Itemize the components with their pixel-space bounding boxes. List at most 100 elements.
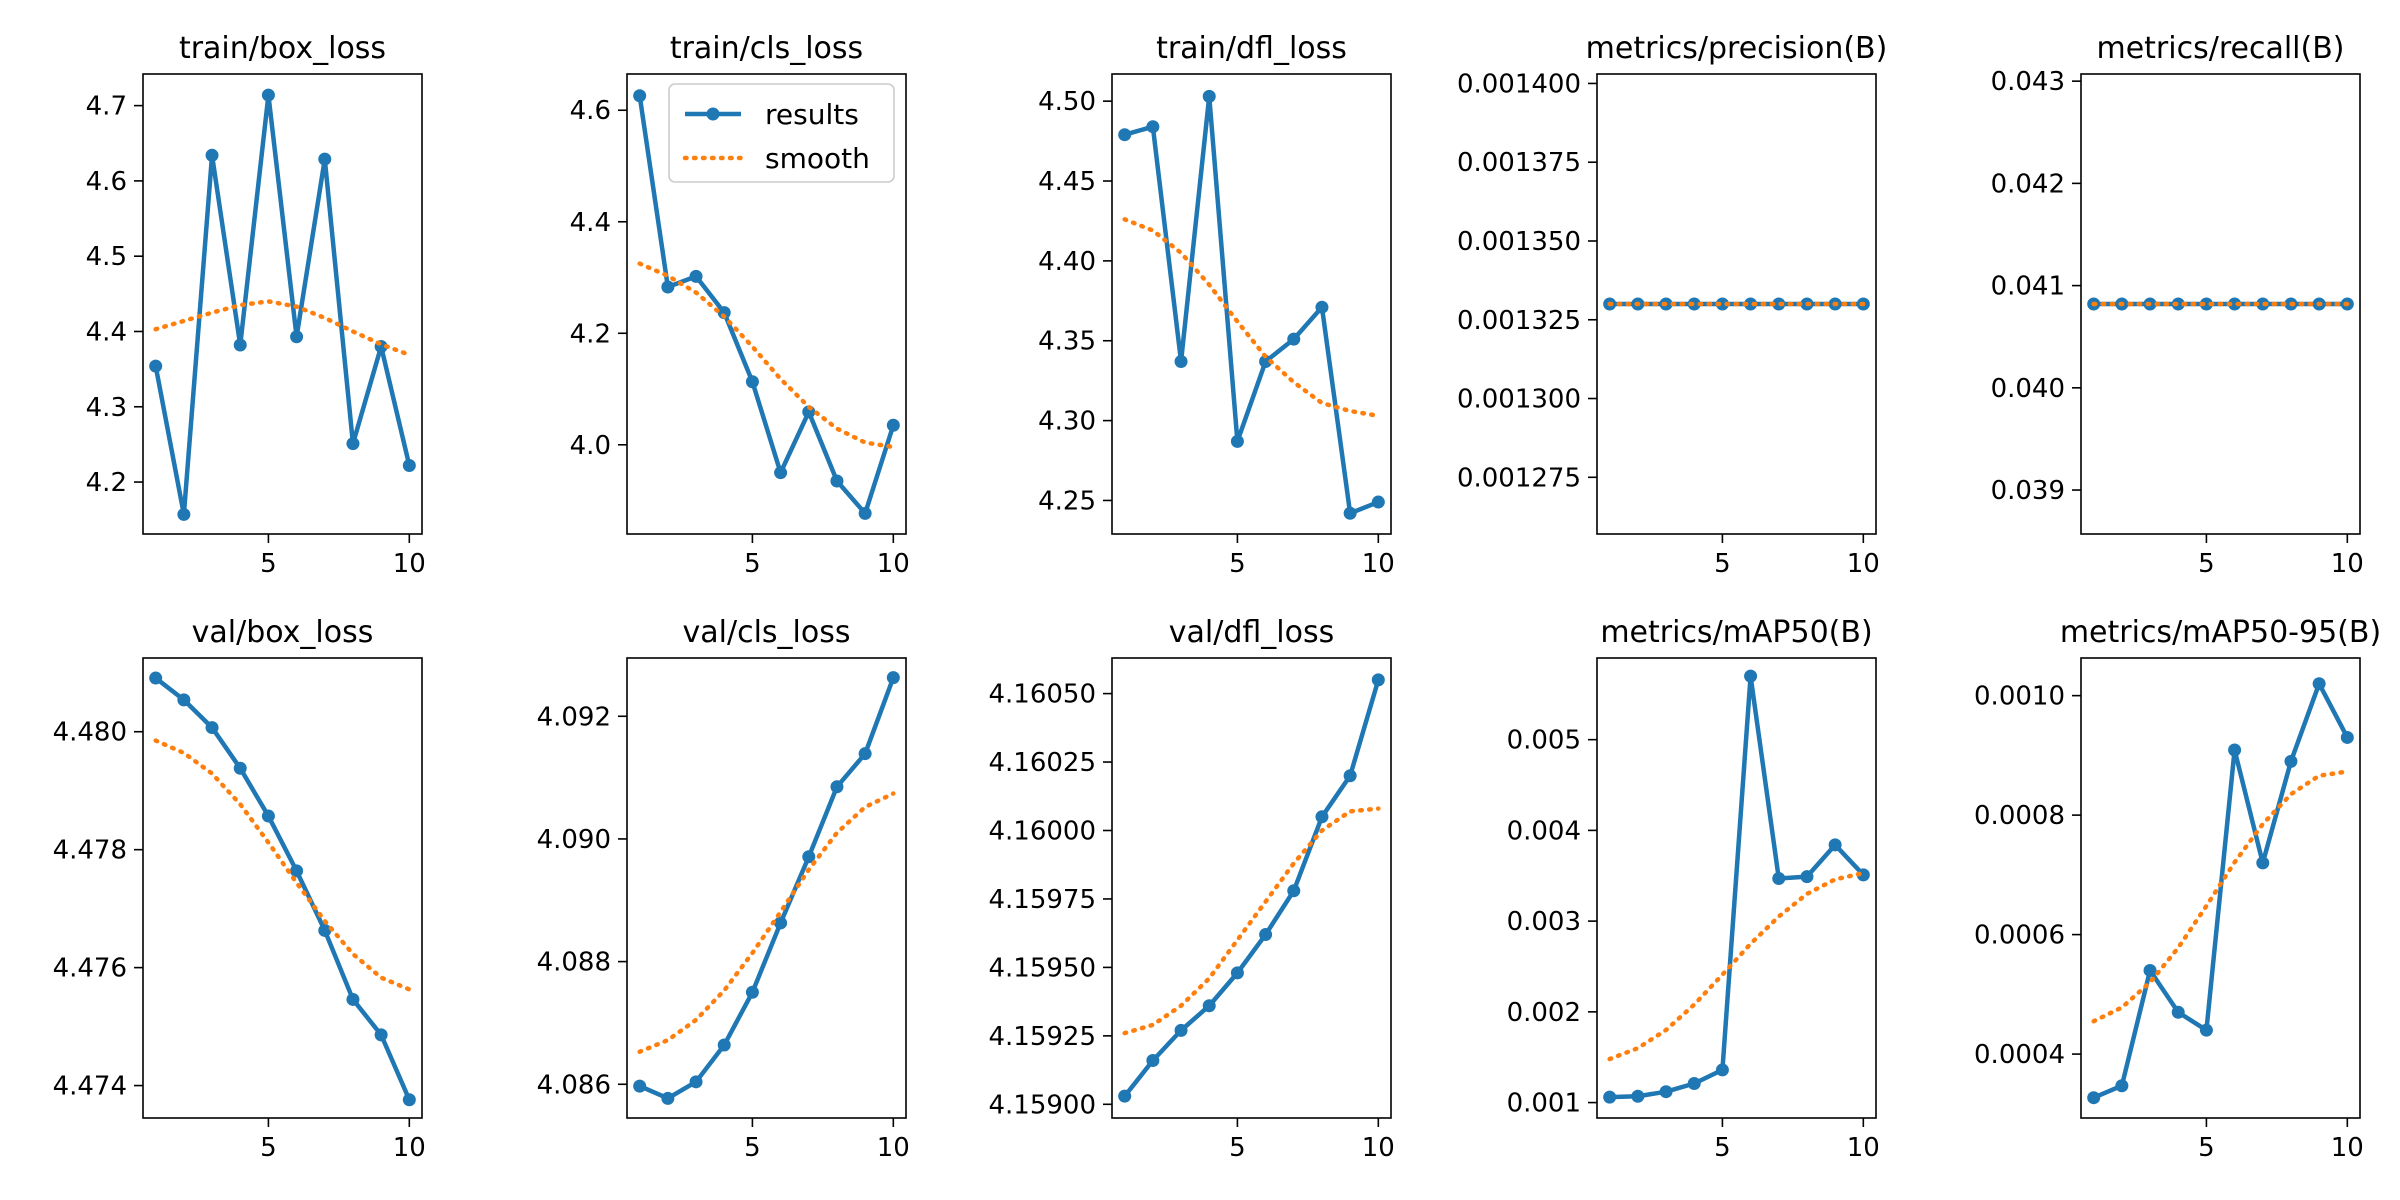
subplot-1: train/box_loss 4.2 4.3 4.4 4.5 4.6 4.7 5 10: [86, 31, 426, 579]
results-point: [1856, 868, 1870, 882]
legend-results-label: results: [765, 98, 859, 131]
axes-frame: [626, 73, 907, 535]
results-point: [149, 671, 163, 685]
results-point: [346, 437, 360, 451]
subplot-3: train/dfl_loss 4.25 4.30 4.35 4.40 4.45 4.50 5 1…: [1038, 31, 1395, 579]
results-point: [261, 809, 275, 823]
legend-results-marker: [706, 107, 720, 121]
y-tick-label: 4.478: [53, 836, 127, 866]
y-tick-label: 4.15950: [988, 953, 1096, 983]
subplot-title: metrics/recall(B): [2096, 31, 2344, 66]
subplot-title: metrics/mAP50(B): [1600, 615, 1872, 650]
y-tick-label: 4.4: [86, 317, 127, 347]
y-tick-label: 4.15900: [988, 1090, 1096, 1120]
x-tick-label: 10: [2331, 549, 2364, 579]
results-point: [2199, 1023, 2213, 1037]
results-point: [177, 693, 191, 707]
subplot-title: val/cls_loss: [683, 615, 851, 650]
y-tick-label: 0.001275: [1457, 463, 1581, 493]
results-point: [2284, 754, 2298, 768]
y-tick-label: 4.16050: [988, 680, 1096, 710]
results-point: [1715, 297, 1729, 311]
results-point: [2115, 1079, 2129, 1093]
x-tick-label: 10: [1362, 1133, 1395, 1163]
results-point: [1715, 1063, 1729, 1077]
smooth-line: [637, 791, 896, 1055]
y-tick-label: 4.090: [537, 825, 611, 855]
results-point: [1315, 810, 1329, 824]
y-tick-label: 4.16025: [988, 748, 1096, 778]
y-tick-label: 4.7: [86, 92, 127, 122]
smooth-line: [2091, 769, 2350, 1024]
y-tick-label: 4.15975: [988, 885, 1096, 915]
results-point: [233, 338, 247, 352]
results-point: [858, 506, 872, 520]
results-point: [745, 985, 759, 999]
results-point: [802, 850, 816, 864]
subplot-2: train/cls_loss 4.0 4.2 4.4 4.6 5 10 results smoo…: [570, 31, 910, 579]
results-point: [689, 1075, 703, 1089]
results-point: [661, 280, 675, 294]
results-point: [1118, 128, 1132, 142]
y-tick-label: 0.0006: [1974, 921, 2065, 951]
smooth-line: [1122, 806, 1381, 1036]
y-tick-label: 4.474: [53, 1072, 127, 1102]
y-tick-label: 0.040: [1991, 374, 2065, 404]
results-point: [745, 375, 759, 389]
results-point: [318, 923, 332, 937]
results-point: [1343, 506, 1357, 520]
legend-box: [668, 83, 895, 183]
x-tick-label: 10: [2331, 1133, 2364, 1163]
results-line: [153, 92, 412, 517]
results-line: [1122, 94, 1381, 516]
subplot-10: metrics/mAP50-95(B) 0.0004 0.0006 0.0008 0.0…: [1974, 615, 2381, 1163]
subplot-title: train/box_loss: [179, 31, 386, 66]
results-point: [1687, 1077, 1701, 1091]
results-point: [1744, 669, 1758, 683]
x-tick-label: 5: [1714, 1133, 1731, 1163]
results-point: [1118, 1089, 1132, 1103]
results-point: [1659, 1085, 1673, 1099]
x-tick-label: 10: [393, 549, 426, 579]
results-point: [633, 89, 647, 103]
x-tick-label: 5: [1229, 1133, 1246, 1163]
y-tick-label: 4.6: [86, 167, 127, 197]
results-line: [637, 675, 896, 1101]
subplot-4: metrics/precision(B) 0.001275 0.001300 0.00…: [1457, 31, 1887, 579]
subplot-8: val/dfl_loss 4.15900 4.15925 4.15950 4.15975…: [988, 615, 1394, 1163]
results-point: [2228, 297, 2242, 311]
legend: results smooth: [668, 83, 895, 183]
y-tick-label: 4.480: [53, 718, 127, 748]
results-point: [1343, 769, 1357, 783]
results-point: [717, 1038, 731, 1052]
results-line: [1122, 677, 1381, 1099]
axes-frame: [2080, 73, 2361, 535]
y-tick-label: 0.0004: [1974, 1040, 2065, 1070]
y-tick-label: 4.5: [86, 242, 127, 272]
y-tick-label: 4.4: [570, 208, 611, 238]
x-tick-label: 10: [877, 1133, 910, 1163]
results-point: [1174, 1023, 1188, 1037]
results-point: [2143, 963, 2157, 977]
x-tick-label: 5: [2198, 549, 2215, 579]
axes-frame: [1111, 657, 1392, 1119]
x-tick-label: 10: [877, 549, 910, 579]
results-point: [374, 1028, 388, 1042]
y-tick-label: 4.15925: [988, 1022, 1096, 1052]
subplot-7: val/cls_loss 4.086 4.088 4.090 4.092 5 10: [537, 615, 910, 1163]
x-tick-label: 5: [260, 549, 277, 579]
x-tick-label: 10: [1847, 1133, 1880, 1163]
y-tick-label: 0.001375: [1457, 148, 1581, 178]
y-tick-label: 4.45: [1038, 167, 1096, 197]
results-point: [2256, 856, 2270, 870]
y-tick-label: 0.043: [1991, 67, 2065, 97]
results-point: [1828, 838, 1842, 852]
subplot-6: val/box_loss 4.474 4.476 4.478 4.480 5 10: [53, 615, 426, 1163]
smooth-line: [153, 299, 412, 358]
results-point: [858, 747, 872, 761]
x-tick-label: 10: [1362, 549, 1395, 579]
results-point: [774, 916, 788, 930]
y-tick-label: 0.0008: [1974, 801, 2065, 831]
y-tick-label: 0.042: [1991, 169, 2065, 199]
